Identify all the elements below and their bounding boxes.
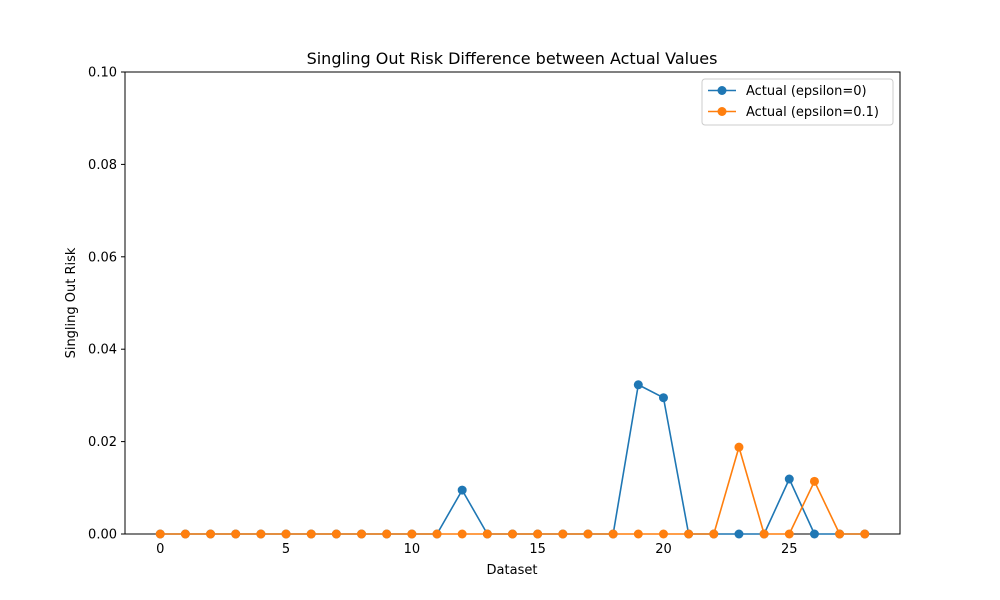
- y-tick-label: 0.06: [88, 250, 117, 265]
- y-tick-label: 0.02: [88, 435, 117, 450]
- series-2: [155, 442, 870, 539]
- y-tick-label: 0.08: [88, 158, 117, 173]
- data-point: [180, 529, 190, 539]
- data-point: [709, 529, 719, 539]
- x-tick-label: 15: [529, 542, 546, 557]
- data-point: [357, 529, 367, 539]
- data-point: [558, 529, 568, 539]
- data-point: [860, 529, 870, 539]
- x-axis-label: Dataset: [487, 563, 538, 578]
- data-point: [684, 529, 694, 539]
- data-point: [382, 529, 392, 539]
- data-point: [206, 529, 216, 539]
- data-point: [784, 529, 794, 539]
- x-tick-label: 10: [404, 542, 421, 557]
- y-tick-label: 0.04: [88, 343, 117, 358]
- data-point: [231, 529, 241, 539]
- data-point: [658, 529, 668, 539]
- data-point: [633, 380, 643, 390]
- data-point: [608, 529, 618, 539]
- legend-label: Actual (epsilon=0.1): [746, 105, 879, 120]
- legend: Actual (epsilon=0) Actual (epsilon=0.1): [701, 78, 894, 126]
- data-point: [256, 529, 266, 539]
- legend-label: Actual (epsilon=0): [746, 84, 867, 99]
- y-axis-label: Singling Out Risk: [64, 247, 79, 358]
- data-point: [407, 529, 417, 539]
- y-tick-label: 0.00: [88, 528, 117, 543]
- data-point: [508, 529, 517, 539]
- data-point: [658, 393, 668, 403]
- data-point: [432, 529, 442, 539]
- data-point: [331, 529, 341, 539]
- legend-frame: [701, 78, 894, 126]
- data-point: [482, 529, 492, 539]
- data-point: [809, 476, 819, 486]
- data-point: [306, 529, 316, 539]
- data-point: [281, 529, 291, 539]
- x-tick-label: 20: [655, 542, 672, 557]
- data-point: [784, 474, 794, 484]
- x-tick-label: 0: [156, 542, 164, 557]
- data-point: [734, 442, 744, 452]
- data-point: [155, 529, 165, 539]
- data-point: [533, 529, 543, 539]
- data-point: [457, 529, 467, 539]
- legend-marker: [717, 107, 727, 116]
- data-point: [633, 529, 643, 539]
- data-point: [759, 529, 769, 539]
- data-point: [583, 529, 593, 539]
- y-axis: 0.00 0.02 0.04 0.06 0.08 0.10: [88, 66, 125, 543]
- chart-title: Singling Out Risk Difference between Act…: [307, 49, 718, 68]
- y-tick-label: 0.10: [88, 66, 117, 81]
- data-point: [835, 529, 845, 539]
- x-tick-label: 25: [781, 542, 798, 557]
- legend-item: Actual (epsilon=0): [708, 84, 867, 99]
- data-point: [734, 529, 744, 539]
- data-point: [457, 485, 467, 495]
- legend-item: Actual (epsilon=0.1): [708, 105, 879, 120]
- x-tick-label: 5: [282, 542, 290, 557]
- series-layer: [155, 380, 870, 539]
- data-point: [809, 529, 819, 539]
- legend-marker: [717, 86, 727, 95]
